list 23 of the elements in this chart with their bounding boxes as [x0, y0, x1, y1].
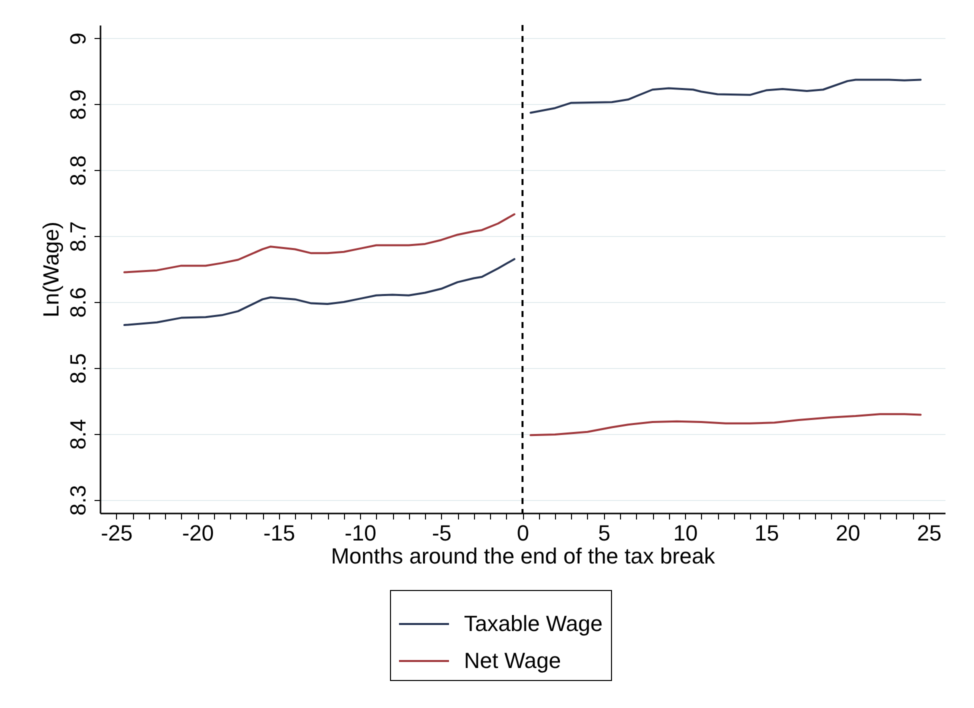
x-tick-label: -20 — [182, 520, 214, 546]
x-tick-label: 10 — [673, 520, 698, 546]
x-tick-label: 20 — [836, 520, 860, 546]
x-tick-label: 25 — [917, 520, 942, 546]
x-axis-title: Months around the end of the tax break — [330, 544, 716, 568]
y-tick-label: 8.3 — [66, 485, 90, 516]
x-tick-label: -25 — [100, 520, 133, 546]
x-tick-label: 15 — [754, 520, 779, 546]
x-tick-label: 5 — [598, 520, 610, 546]
x-tick-label: -5 — [432, 520, 452, 546]
x-tick-label: 0 — [516, 520, 530, 546]
y-tick-label: 8.5 — [66, 353, 90, 384]
y-axis-title: Ln(Wage) — [38, 222, 64, 318]
y-tick-label: 8.7 — [66, 221, 90, 252]
x-tick-label: -15 — [263, 520, 296, 546]
legend-label: Net Wage — [464, 648, 562, 673]
y-tick-label: 8.8 — [66, 155, 90, 186]
y-tick-label: 8.9 — [66, 89, 90, 120]
legend-label: Taxable Wage — [464, 611, 603, 636]
y-tick-label: 9 — [66, 32, 90, 45]
x-tick-label: -10 — [344, 520, 376, 546]
y-tick-label: 8.4 — [66, 419, 90, 450]
y-tick-label: 8.6 — [66, 287, 90, 318]
